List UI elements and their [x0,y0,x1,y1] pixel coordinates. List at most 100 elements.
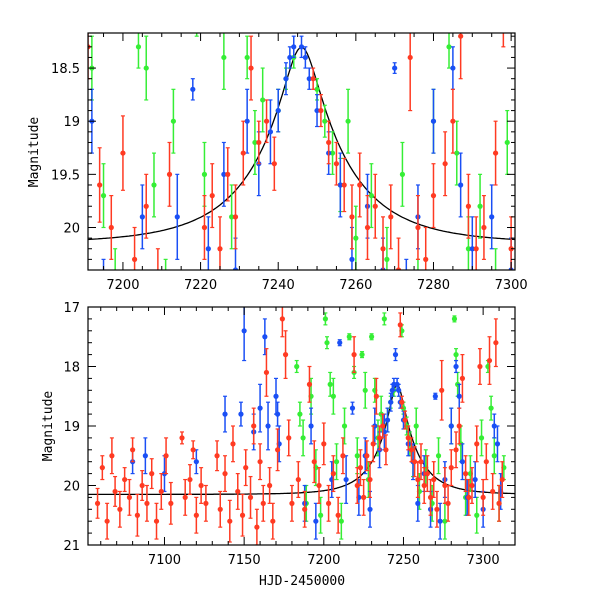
data-point-red [448,449,454,487]
marker [322,118,328,124]
data-point-blue [343,455,349,504]
marker [260,500,266,506]
marker [373,393,379,399]
marker [306,381,313,387]
marker [217,246,223,252]
marker [271,161,277,167]
data-point-red [134,493,140,537]
marker [456,423,462,429]
data-point-green [359,351,365,359]
marker [158,488,164,495]
marker [349,256,355,262]
data-point-red [466,478,472,516]
marker [214,453,220,459]
marker [221,54,227,61]
data-point-blue [437,502,443,540]
data-point-green [324,336,330,350]
data-point-red [222,455,228,493]
marker [295,476,301,483]
data-point-red [516,153,521,217]
marker [310,76,316,82]
data-point-red [492,120,499,186]
marker [151,182,157,188]
data-point-green [163,258,168,270]
marker [324,340,330,346]
marker [458,182,464,188]
marker [370,441,376,447]
marker [424,471,430,477]
marker [472,476,478,483]
data-point-red [247,475,254,519]
data-point-red [453,431,459,469]
marker [516,182,521,187]
marker [446,44,452,50]
data-point-red [456,407,462,445]
data-point-red [108,195,114,260]
marker [473,246,479,252]
data-point-blue [257,383,263,433]
marker [267,482,273,489]
marker [396,387,402,393]
marker [383,447,389,453]
marker [504,139,510,146]
marker [384,256,390,262]
data-point-red [130,437,136,463]
marker [201,224,208,231]
data-point-blue [298,35,305,59]
data-point-blue [238,401,244,427]
marker [270,518,276,524]
marker [442,161,448,167]
marker [99,465,105,471]
marker [182,494,188,500]
data-point-red [442,467,448,504]
marker [357,465,364,471]
x-tick-label: 7150 [228,553,261,568]
data-point-green [362,371,368,409]
marker [364,224,371,231]
marker [494,441,501,447]
marker [248,65,254,71]
marker [465,246,472,252]
marker [130,447,136,453]
x-tick-label: 7200 [307,553,340,568]
marker [340,453,346,459]
marker [345,118,351,124]
marker [493,340,499,346]
plot-area [88,33,521,270]
marker [357,182,363,188]
marker [279,316,285,322]
marker [415,476,421,483]
marker [346,334,352,340]
data-point-red [295,461,301,498]
marker [372,203,378,209]
marker [463,471,469,477]
data-point-red [289,484,295,522]
marker [170,118,176,124]
data-point-red [179,431,185,445]
marker [209,193,215,199]
marker [314,107,320,114]
data-point-blue [450,46,456,90]
data-point-red [372,173,378,239]
bottom-panel: Magnitude HJD-2450000 7100 7150 7200 7250 73… [41,301,516,589]
marker [448,465,454,471]
data-point-blue [489,184,495,250]
data-point-red [380,413,386,439]
data-point-red [117,490,123,528]
data-point-red [415,195,421,260]
data-point-green [151,152,157,218]
data-point-red [190,440,196,460]
data-point-red [209,163,215,229]
marker [275,447,281,453]
data-point-red [490,473,496,510]
data-point-blue [313,502,319,540]
data-point-green [330,377,336,415]
x-tick-label: 7250 [387,553,420,568]
marker [297,411,303,417]
marker [490,488,496,495]
data-point-green [454,120,460,186]
data-point-red [325,484,332,522]
data-point-red [182,478,188,516]
bottom-ylabel: Magnitude [41,391,56,462]
marker [174,214,180,220]
